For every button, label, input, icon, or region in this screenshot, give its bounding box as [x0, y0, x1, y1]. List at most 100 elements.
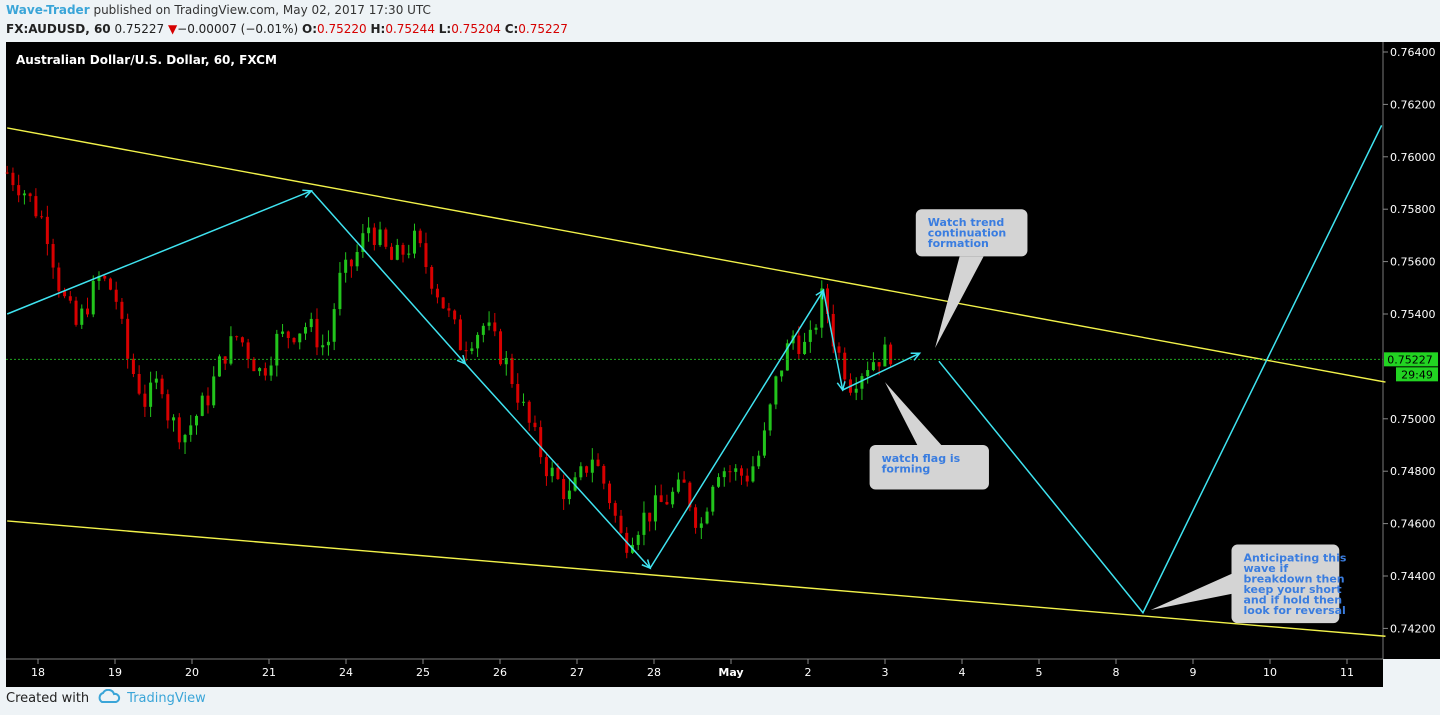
- candle-body: [86, 308, 90, 315]
- callout-text-line: formation: [928, 237, 989, 250]
- candle-body: [682, 479, 686, 483]
- callout-text-line: keep your short: [1244, 583, 1342, 596]
- ohlc-line: FX:AUDUSD, 60 0.75227 ▼−0.00007 (−0.01%)…: [6, 22, 568, 36]
- candle-body: [28, 193, 32, 197]
- callout-pointer: [885, 382, 942, 445]
- high-value: 0.75244: [385, 22, 435, 36]
- candle-body: [263, 368, 267, 376]
- candle-body: [338, 272, 342, 310]
- close-label: C:: [504, 22, 519, 36]
- callout-text-line: wave if: [1244, 562, 1289, 575]
- candle-body: [212, 376, 216, 406]
- candle-body: [516, 384, 520, 403]
- author-link[interactable]: Wave-Trader: [6, 3, 90, 17]
- callout-box: [869, 445, 989, 490]
- candle-body: [476, 334, 480, 349]
- candle-body: [326, 341, 330, 346]
- candle-body: [648, 512, 652, 522]
- candle-body: [470, 348, 474, 352]
- forecast-path: [938, 125, 1383, 615]
- price-tick-label: 0.74800: [1390, 465, 1436, 478]
- price-chart[interactable]: Watch trend continuation formation watch fl…: [0, 42, 1440, 687]
- price-tick-label: 0.74400: [1390, 570, 1436, 583]
- callout-box: [1231, 544, 1340, 624]
- candle-body: [768, 404, 772, 431]
- candle-body: [286, 331, 290, 338]
- candle-body: [189, 425, 193, 435]
- price-tick-label: 0.75400: [1390, 308, 1436, 321]
- axis-labels-layer: 0.76400 0.76200 0.76000 0.75800 0.75600 0.754…: [31, 46, 1438, 679]
- candle-body: [481, 325, 485, 335]
- candle-body: [166, 394, 170, 421]
- candle-body: [321, 345, 325, 348]
- candle-body: [355, 251, 359, 267]
- candle-body: [137, 373, 141, 394]
- price-axis[interactable]: [1383, 42, 1440, 659]
- candle-body: [424, 243, 428, 268]
- candle-body: [826, 288, 830, 314]
- candle-body: [114, 289, 118, 302]
- wave-path-arrowhead: [302, 189, 313, 199]
- candle-body: [45, 216, 49, 245]
- candle-body: [487, 322, 491, 326]
- candle-body: [108, 278, 112, 290]
- candle-body: [866, 370, 870, 377]
- wave-path-arrowhead: [910, 352, 922, 361]
- candle-body: [103, 275, 107, 279]
- candle-body: [200, 395, 204, 416]
- candle-body: [774, 376, 778, 405]
- callout-text: Anticipating this wave if breakdown then ke…: [1244, 552, 1347, 618]
- candle-body: [711, 486, 715, 512]
- candle-body: [395, 244, 399, 260]
- candle-body: [533, 422, 537, 428]
- callout-text-line: forming: [882, 463, 931, 476]
- candle-body: [762, 430, 766, 456]
- candle-body: [785, 343, 789, 371]
- candle-body: [217, 356, 221, 377]
- candle-body: [780, 370, 784, 377]
- candle-body: [831, 313, 835, 347]
- candle-body: [590, 459, 594, 473]
- candle-body: [332, 309, 336, 342]
- last-price: 0.75227: [114, 22, 165, 36]
- candle-body: [154, 378, 158, 383]
- candle-body: [401, 244, 405, 255]
- callout-text-line: look for reversal: [1244, 604, 1346, 617]
- candle-body: [619, 515, 623, 533]
- candle-body: [562, 479, 566, 500]
- candle-body: [298, 333, 302, 343]
- candle-body: [814, 327, 818, 330]
- candle-body: [361, 233, 365, 252]
- candle-body: [854, 388, 858, 393]
- created-with-label: Created with: [6, 690, 90, 706]
- candle-body: [596, 459, 600, 466]
- candle-body: [390, 246, 394, 260]
- candle-body: [206, 395, 210, 406]
- wave-path-arrowhead: [836, 381, 846, 392]
- channel-trendline: [7, 127, 1386, 383]
- time-tick-label: 5: [1036, 666, 1043, 679]
- price-tick-label: 0.75000: [1390, 413, 1436, 426]
- candle-body: [172, 417, 176, 421]
- time-axis[interactable]: [6, 659, 1383, 687]
- candle-body: [177, 417, 181, 443]
- chart-area[interactable]: Watch trend continuation formation watch fl…: [0, 42, 1440, 687]
- candle-body: [602, 465, 606, 484]
- time-tick-label: 18: [31, 666, 45, 679]
- bar-countdown-tag: [1396, 367, 1438, 382]
- candle-body: [131, 358, 135, 374]
- candle-body: [550, 467, 554, 477]
- wave-path-arrowhead: [641, 559, 652, 570]
- candle-body: [705, 511, 709, 524]
- time-tick-label: 24: [339, 666, 353, 679]
- last-price-tag-text: 0.75227: [1387, 353, 1433, 366]
- candle-body: [91, 280, 95, 315]
- callout-text-line: Watch trend: [928, 216, 1004, 229]
- tradingview-link[interactable]: TradingView: [127, 690, 206, 706]
- candle-body: [837, 346, 841, 353]
- callout-pointer: [935, 256, 984, 349]
- candle-body: [510, 357, 514, 385]
- candle-body: [120, 301, 124, 319]
- time-tick-label: 25: [416, 666, 430, 679]
- wave-path-arrowhead: [815, 288, 825, 300]
